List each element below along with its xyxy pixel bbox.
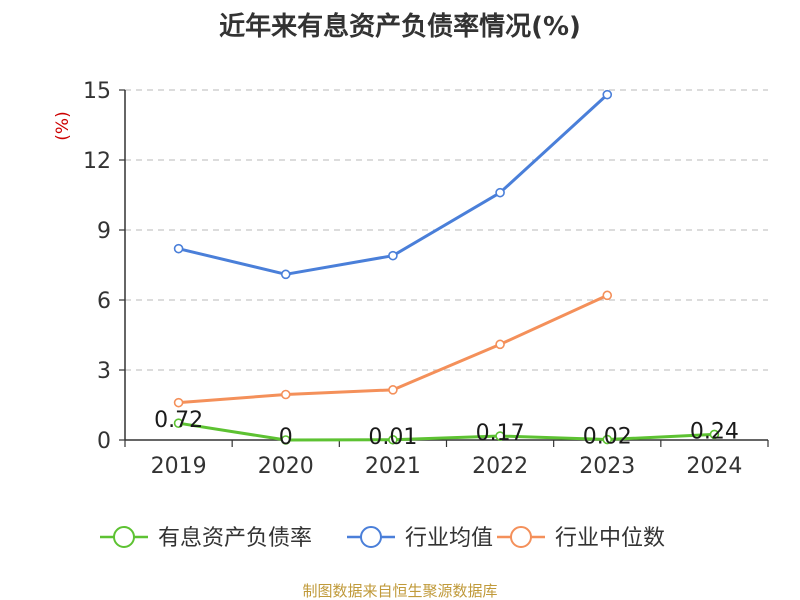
data-label: 0.24 [690,419,739,444]
data-point [709,429,720,440]
data-point [173,418,184,429]
data-point [173,243,184,254]
y-tick-label: 15 [83,79,111,104]
legend-marker [360,526,382,548]
y-axis-unit: (%) [53,111,73,140]
series-points [173,89,720,445]
y-tick-label: 6 [97,289,111,314]
x-tick-label: 2022 [472,454,528,479]
legend-marker [113,526,135,548]
data-point [280,435,291,445]
y-tick-label: 12 [83,149,111,174]
legend-label: 有息资产负债率 [158,526,312,551]
data-label: 0.72 [154,408,203,433]
legend-item: 有息资产负债率 [100,526,312,551]
series-line [177,421,716,442]
data-point [495,339,505,350]
x-tick-label: 2024 [686,454,742,479]
data-labels: 0.72 0 0.01 0.17 0.02 0.24 [154,408,739,450]
x-tick-label: 2021 [365,454,421,479]
data-point [280,389,291,400]
data-point [602,434,613,445]
data-label: 0 [279,425,293,450]
data-point [388,250,398,261]
series-line [177,93,609,276]
x-tick-label: 2020 [258,454,314,479]
data-point [388,385,398,395]
legend-item: 行业均值 [347,526,493,551]
legend-item: 行业中位数 [497,526,665,551]
x-tick-label: 2023 [579,454,635,479]
legend: 有息资产负债率 行业均值 行业中位数 [100,526,665,551]
y-tick-label: 3 [97,359,111,384]
legend-label: 行业中位数 [555,526,665,551]
y-tick-label: 9 [97,219,111,244]
x-tick-label: 2019 [151,454,207,479]
source-note: 制图数据来自恒生聚源数据库 [302,582,497,600]
data-point [388,434,398,445]
data-point [602,290,613,301]
data-point [495,187,505,198]
data-point [602,89,613,100]
data-point [280,269,291,280]
legend-label: 行业均值 [405,526,493,551]
chart-title: 近年来有息资产负债率情况(%) [219,11,581,42]
grid-lines [125,89,768,371]
data-label: 0.17 [476,421,525,446]
data-label: 0.01 [368,425,417,450]
data-point [495,431,505,441]
data-label: 0.02 [583,425,632,450]
axes: 0 3 6 9 12 15 2019 2020 2021 2022 2023 2024 [83,79,769,479]
y-tick-label: 0 [97,429,111,454]
data-point [173,397,184,408]
series-lines [177,93,716,442]
legend-marker [510,526,532,548]
